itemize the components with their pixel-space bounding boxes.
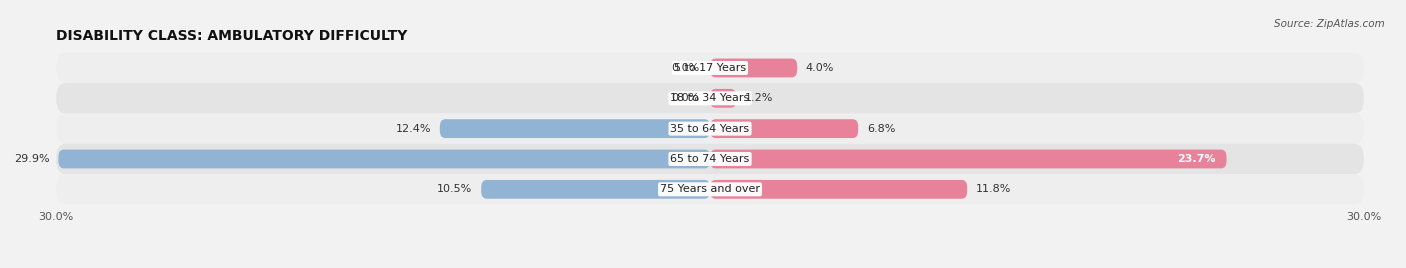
Text: 18 to 34 Years: 18 to 34 Years: [671, 93, 749, 103]
FancyBboxPatch shape: [481, 180, 710, 199]
Text: 65 to 74 Years: 65 to 74 Years: [671, 154, 749, 164]
Text: 29.9%: 29.9%: [14, 154, 49, 164]
Text: 1.2%: 1.2%: [745, 93, 773, 103]
Text: 4.0%: 4.0%: [806, 63, 834, 73]
FancyBboxPatch shape: [710, 89, 737, 108]
FancyBboxPatch shape: [710, 150, 1226, 168]
FancyBboxPatch shape: [710, 58, 797, 77]
FancyBboxPatch shape: [56, 113, 1364, 144]
FancyBboxPatch shape: [710, 119, 858, 138]
Text: DISABILITY CLASS: AMBULATORY DIFFICULTY: DISABILITY CLASS: AMBULATORY DIFFICULTY: [56, 29, 408, 43]
Text: 5 to 17 Years: 5 to 17 Years: [673, 63, 747, 73]
FancyBboxPatch shape: [59, 150, 710, 168]
Text: 35 to 64 Years: 35 to 64 Years: [671, 124, 749, 134]
Text: 11.8%: 11.8%: [976, 184, 1011, 194]
FancyBboxPatch shape: [56, 83, 1364, 113]
Text: 0.0%: 0.0%: [671, 93, 699, 103]
Text: 75 Years and over: 75 Years and over: [659, 184, 761, 194]
Text: Source: ZipAtlas.com: Source: ZipAtlas.com: [1274, 19, 1385, 29]
Text: 12.4%: 12.4%: [395, 124, 432, 134]
Legend: Male, Female: Male, Female: [651, 264, 769, 268]
FancyBboxPatch shape: [710, 180, 967, 199]
FancyBboxPatch shape: [56, 144, 1364, 174]
FancyBboxPatch shape: [56, 174, 1364, 204]
Text: 6.8%: 6.8%: [868, 124, 896, 134]
Text: 0.0%: 0.0%: [671, 63, 699, 73]
Text: 10.5%: 10.5%: [437, 184, 472, 194]
Text: 23.7%: 23.7%: [1177, 154, 1216, 164]
FancyBboxPatch shape: [56, 53, 1364, 83]
FancyBboxPatch shape: [440, 119, 710, 138]
